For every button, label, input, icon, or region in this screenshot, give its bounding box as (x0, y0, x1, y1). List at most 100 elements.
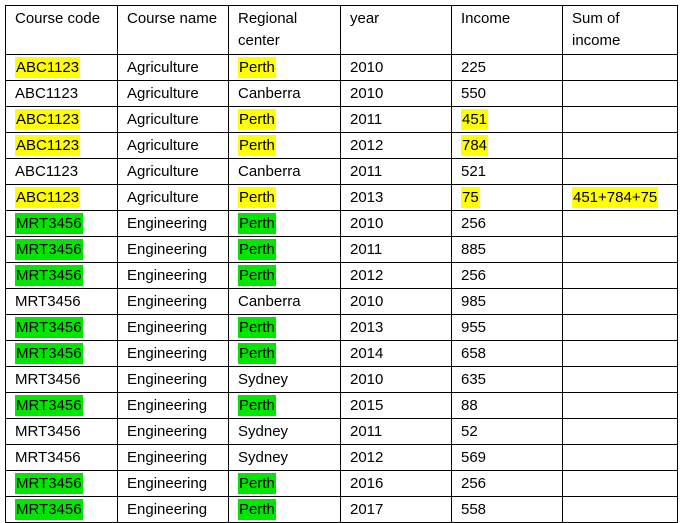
cell-value: Engineering (127, 501, 208, 518)
cell-value: 2014 (350, 345, 384, 362)
highlighted-cell-value: Perth (238, 265, 276, 286)
table-row: ABC1123 Agriculture Canberra 2011 521 (5, 158, 678, 185)
cell-regional-center: Perth (228, 262, 341, 289)
highlighted-cell-value: ABC1123 (15, 135, 81, 156)
cell-regional-center: Perth (228, 210, 341, 237)
cell-course-code: MRT3456 (5, 444, 118, 471)
cell-value: Engineering (127, 241, 208, 258)
highlighted-cell-value: 451+784+75 (572, 187, 659, 208)
cell-value: Engineering (127, 345, 208, 362)
cell-value: 2010 (350, 371, 384, 388)
cell-income: 550 (451, 80, 563, 107)
cell-regional-center: Sydney (228, 366, 341, 393)
cell-sum-of-income (562, 236, 678, 263)
cell-value: 225 (461, 59, 487, 76)
highlighted-cell-value: Perth (238, 317, 276, 338)
cell-value: 955 (461, 319, 487, 336)
highlighted-cell-value: Perth (238, 135, 276, 156)
cell-sum-of-income (562, 418, 678, 445)
cell-sum-of-income (562, 132, 678, 159)
cell-income: 256 (451, 210, 563, 237)
cell-value: Agriculture (127, 111, 199, 128)
highlighted-cell-value: Perth (238, 395, 276, 416)
cell-value: Engineering (127, 423, 208, 440)
cell-sum-of-income (562, 54, 678, 81)
cell-course-code: MRT3456 (5, 470, 118, 497)
cell-year: 2011 (340, 418, 452, 445)
cell-value: Canberra (238, 85, 301, 102)
cell-sum-of-income (562, 80, 678, 107)
cell-value: 2011 (350, 111, 383, 128)
highlighted-cell-value: Perth (238, 109, 276, 130)
cell-value: ABC1123 (15, 85, 79, 102)
cell-value: Agriculture (127, 163, 199, 180)
cell-regional-center: Perth (228, 470, 341, 497)
cell-regional-center: Perth (228, 496, 341, 523)
cell-value: 2017 (350, 501, 384, 518)
cell-income: 635 (451, 366, 563, 393)
header-cell-course-code: Course code (5, 5, 118, 55)
cell-regional-center: Sydney (228, 418, 341, 445)
highlighted-cell-value: ABC1123 (15, 109, 81, 130)
highlighted-cell-value: MRT3456 (15, 213, 83, 234)
table-row: MRT3456 Engineering Perth 2011 885 (5, 236, 678, 263)
cell-course-name: Engineering (117, 210, 229, 237)
cell-regional-center: Canberra (228, 80, 341, 107)
cell-regional-center: Perth (228, 392, 341, 419)
header-cell-regional-center: Regional center (228, 5, 341, 55)
table-row: MRT3456 Engineering Sydney 2010 635 (5, 366, 678, 393)
cell-regional-center: Perth (228, 340, 341, 367)
header-cell-sum-of-income: Sum of income (562, 5, 678, 55)
cell-value: 2010 (350, 59, 384, 76)
cell-sum-of-income (562, 470, 678, 497)
cell-sum-of-income (562, 314, 678, 341)
highlighted-cell-value: MRT3456 (15, 499, 83, 520)
cell-value: Engineering (127, 319, 208, 336)
cell-course-code: ABC1123 (5, 158, 118, 185)
highlighted-cell-value: MRT3456 (15, 343, 83, 364)
highlighted-cell-value: MRT3456 (15, 395, 83, 416)
table-row: ABC1123 Agriculture Canberra 2010 550 (5, 80, 678, 107)
cell-value: 2013 (350, 189, 384, 206)
cell-value: MRT3456 (15, 293, 81, 310)
cell-year: 2012 (340, 444, 452, 471)
cell-income: 885 (451, 236, 563, 263)
cell-course-name: Agriculture (117, 54, 229, 81)
header-label: Course code (15, 10, 101, 27)
cell-sum-of-income (562, 210, 678, 237)
highlighted-cell-value: 75 (461, 187, 480, 208)
cell-course-code: MRT3456 (5, 496, 118, 523)
cell-regional-center: Perth (228, 54, 341, 81)
cell-value: Agriculture (127, 189, 199, 206)
cell-value: 985 (461, 293, 487, 310)
header-label: Income (461, 10, 511, 27)
cell-regional-center: Perth (228, 184, 341, 211)
cell-income: 658 (451, 340, 563, 367)
cell-year: 2012 (340, 262, 452, 289)
cell-course-name: Agriculture (117, 106, 229, 133)
cell-course-name: Engineering (117, 444, 229, 471)
cell-year: 2013 (340, 184, 452, 211)
cell-income: 558 (451, 496, 563, 523)
cell-course-code: MRT3456 (5, 366, 118, 393)
cell-value: 885 (461, 241, 487, 258)
cell-regional-center: Canberra (228, 158, 341, 185)
cell-value: Agriculture (127, 137, 199, 154)
cell-course-code: MRT3456 (5, 314, 118, 341)
cell-value: Engineering (127, 371, 208, 388)
cell-regional-center: Sydney (228, 444, 341, 471)
cell-course-name: Engineering (117, 366, 229, 393)
cell-income: 256 (451, 262, 563, 289)
cell-value: MRT3456 (15, 449, 81, 466)
cell-course-name: Engineering (117, 262, 229, 289)
cell-year: 2013 (340, 314, 452, 341)
highlighted-cell-value: 451 (461, 109, 489, 130)
cell-year: 2010 (340, 210, 452, 237)
cell-value: 2010 (350, 293, 384, 310)
highlighted-cell-value: ABC1123 (15, 187, 81, 208)
table-row: MRT3456 Engineering Perth 2015 88 (5, 392, 678, 419)
cell-value: 256 (461, 267, 487, 284)
cell-value: MRT3456 (15, 423, 81, 440)
highlighted-cell-value: 784 (461, 135, 489, 156)
cell-year: 2011 (340, 106, 452, 133)
